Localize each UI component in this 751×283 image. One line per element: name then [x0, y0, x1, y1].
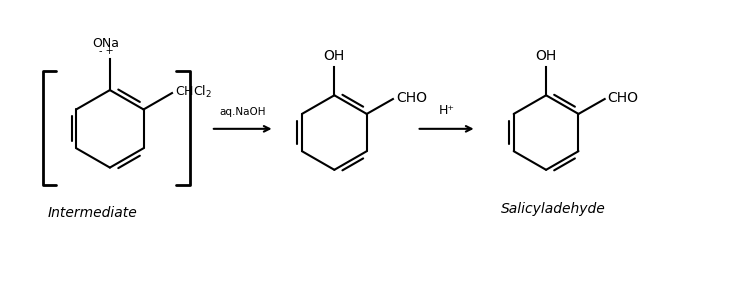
- Text: - +: - +: [99, 46, 113, 56]
- Text: OH: OH: [535, 49, 556, 63]
- Text: aq.NaOH: aq.NaOH: [219, 107, 266, 117]
- Text: CHO: CHO: [396, 91, 427, 104]
- Text: Intermediate: Intermediate: [48, 206, 137, 220]
- Text: CHO: CHO: [608, 91, 638, 104]
- Text: H⁺: H⁺: [439, 104, 454, 117]
- Text: ONa: ONa: [92, 37, 119, 50]
- Text: OH: OH: [324, 49, 345, 63]
- Text: CHCl$_2$: CHCl$_2$: [175, 84, 212, 100]
- Text: Salicyladehyde: Salicyladehyde: [501, 201, 606, 216]
